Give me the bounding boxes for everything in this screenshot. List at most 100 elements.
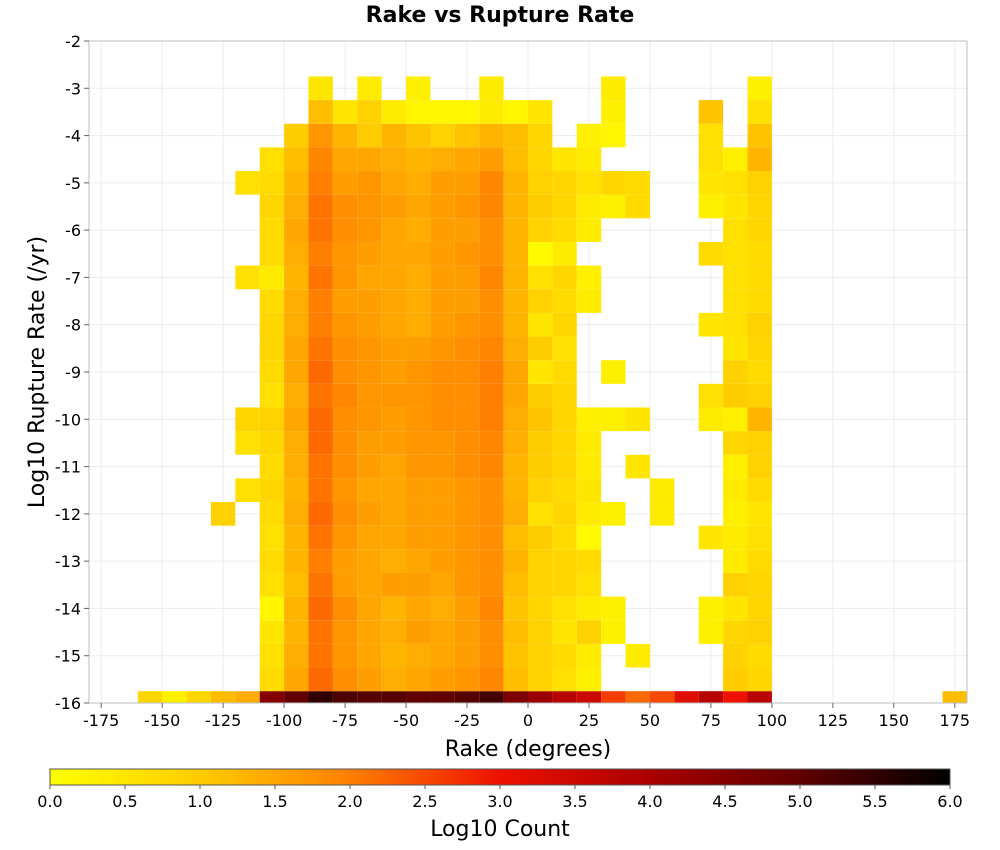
y-tick-label: -7 [65,268,81,287]
heatmap-cell [698,100,724,124]
heatmap-cell [332,123,358,148]
heatmap-cell [698,312,724,337]
x-tick-label: -25 [454,711,480,730]
heatmap-cell [308,265,333,290]
heatmap-cell [357,312,382,337]
heatmap-cell [357,171,382,195]
heatmap-cell [503,123,528,148]
heatmap-cell [649,691,675,703]
heatmap-cell [552,360,577,384]
heatmap-cell [381,620,407,644]
heatmap-cell [308,383,333,408]
heatmap-cell [357,218,382,242]
heatmap-cell [576,265,602,290]
heatmap-cell [747,336,772,361]
heatmap-cell [552,241,577,266]
heatmap-cell [649,478,675,503]
heatmap-cell [357,620,382,644]
heatmap-cell [332,336,358,361]
heatmap-cell [259,454,285,479]
heatmap-cell [528,431,553,455]
y-tick-label: -2 [65,32,81,51]
heatmap-cell [284,171,309,195]
heatmap-cell [235,407,260,432]
heatmap-cell [332,620,358,644]
heatmap-cell [576,525,602,550]
heatmap-cell [357,194,382,219]
heatmap-cell [308,312,333,337]
heatmap-cell [601,360,626,384]
heatmap-cell [552,171,577,195]
heatmap-cell [747,572,772,597]
heatmap-cell [479,549,504,573]
heatmap-cell [528,549,553,573]
colorbar [49,768,951,786]
heatmap-cell [454,241,480,266]
heatmap-cell [406,218,431,242]
heatmap-cell [406,312,431,337]
y-tick-label: -16 [55,694,81,713]
heatmap-cell [723,525,748,550]
heatmap-cell [406,100,431,124]
x-tick-label: -100 [266,711,302,730]
heatmap-cell [259,360,285,384]
heatmap-cell [503,667,528,692]
heatmap-cell [454,620,480,644]
heatmap-cell [381,525,407,550]
heatmap-cell [528,620,553,644]
heatmap-cell [552,312,577,337]
heatmap-cell [235,171,260,195]
heatmap-cell [308,549,333,573]
heatmap-cell [479,241,504,266]
heatmap-cell [284,312,309,337]
heatmap-cell [406,667,431,692]
heatmap-cell [528,360,553,384]
x-tick-label: -50 [393,711,419,730]
heatmap-cell [747,596,772,621]
heatmap-cell [332,312,358,337]
heatmap-cells [137,76,967,703]
heatmap-cell [528,525,553,550]
heatmap-cell [454,525,480,550]
heatmap-cell [528,572,553,597]
heatmap-cell [406,454,431,479]
heatmap-cell [381,667,407,692]
heatmap-cell [259,265,285,290]
heatmap-cell [747,289,772,313]
heatmap-cell [723,265,748,290]
heatmap-cell [723,454,748,479]
x-axis-label: Rake (degrees) [445,737,612,762]
heatmap-cell [723,312,748,337]
heatmap-cell [357,265,382,290]
heatmap-cell [552,596,577,621]
heatmap-cell [406,147,431,172]
heatmap-cell [576,572,602,597]
heatmap-cell [381,478,407,503]
heatmap-cell [698,241,724,266]
heatmap-cell [381,596,407,621]
colorbar-tick-label: 1.0 [187,792,212,811]
heatmap-cell [332,549,358,573]
heatmap-cell [430,454,455,479]
heatmap-cell [479,620,504,644]
heatmap-cell [332,147,358,172]
heatmap-cell [747,218,772,242]
heatmap-cell [284,502,309,526]
heatmap-cell [576,596,602,621]
heatmap-cell [357,667,382,692]
heatmap-cell [357,478,382,503]
heatmap-cell [698,691,724,703]
heatmap-cell [454,667,480,692]
y-axis-label: Log10 Rupture Rate (/yr) [25,236,50,508]
heatmap-cell [747,312,772,337]
heatmap-cell [552,549,577,573]
heatmap-cell [503,525,528,550]
heatmap-cell [259,620,285,644]
colorbar-tick-label: 3.0 [487,792,512,811]
heatmap-cell [259,525,285,550]
heatmap-cell [479,502,504,526]
heatmap-cell [406,407,431,432]
heatmap-cell [381,360,407,384]
colorbar-tick-label: 6.0 [937,792,962,811]
heatmap-cell [528,265,553,290]
